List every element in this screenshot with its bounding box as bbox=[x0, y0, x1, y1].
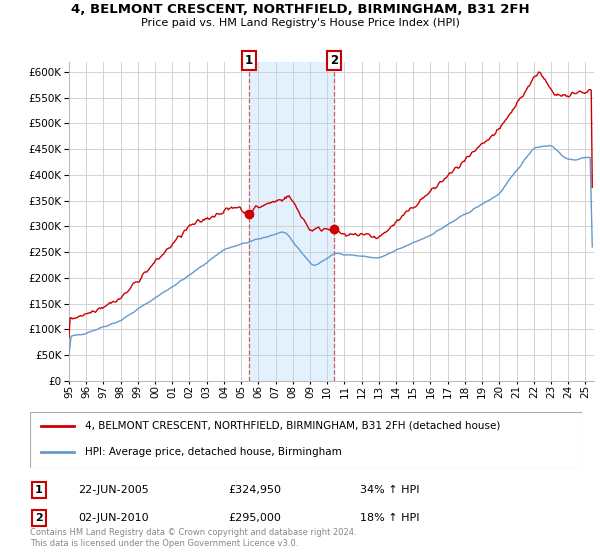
Text: 1: 1 bbox=[245, 54, 253, 67]
Text: Price paid vs. HM Land Registry's House Price Index (HPI): Price paid vs. HM Land Registry's House … bbox=[140, 18, 460, 28]
Text: 02-JUN-2010: 02-JUN-2010 bbox=[78, 513, 149, 523]
Text: 2: 2 bbox=[35, 513, 43, 523]
Text: £295,000: £295,000 bbox=[228, 513, 281, 523]
Text: 22-JUN-2005: 22-JUN-2005 bbox=[78, 485, 149, 495]
Text: 34% ↑ HPI: 34% ↑ HPI bbox=[360, 485, 419, 495]
Text: 2: 2 bbox=[331, 54, 338, 67]
Text: HPI: Average price, detached house, Birmingham: HPI: Average price, detached house, Birm… bbox=[85, 447, 342, 457]
Text: Contains HM Land Registry data © Crown copyright and database right 2024.
This d: Contains HM Land Registry data © Crown c… bbox=[30, 528, 356, 548]
Text: 4, BELMONT CRESCENT, NORTHFIELD, BIRMINGHAM, B31 2FH (detached house): 4, BELMONT CRESCENT, NORTHFIELD, BIRMING… bbox=[85, 421, 500, 431]
Bar bbox=[249, 62, 334, 381]
Text: £324,950: £324,950 bbox=[228, 485, 281, 495]
Text: 1: 1 bbox=[35, 485, 43, 495]
Text: 18% ↑ HPI: 18% ↑ HPI bbox=[360, 513, 419, 523]
Text: 4, BELMONT CRESCENT, NORTHFIELD, BIRMINGHAM, B31 2FH: 4, BELMONT CRESCENT, NORTHFIELD, BIRMING… bbox=[71, 3, 529, 16]
